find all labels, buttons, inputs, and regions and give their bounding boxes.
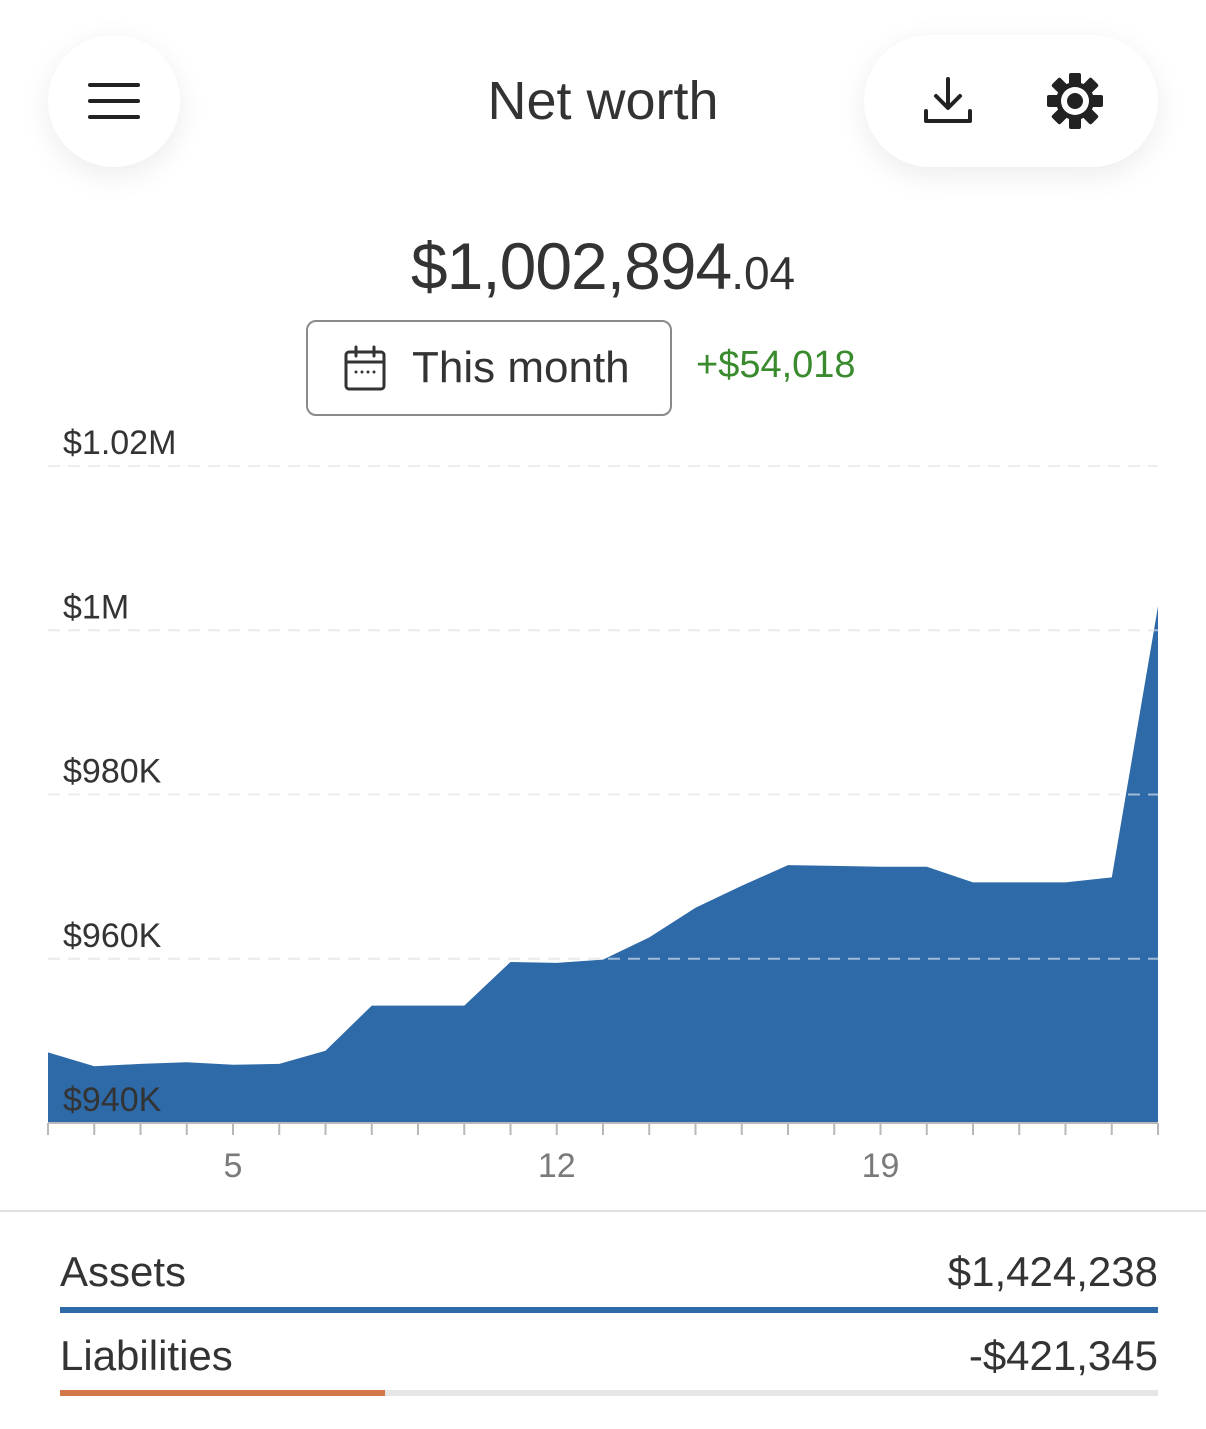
net-worth-area-series bbox=[48, 606, 1158, 1123]
assets-label: Assets bbox=[60, 1248, 187, 1295]
y-tick-label: $940K bbox=[63, 1081, 162, 1119]
header-actions bbox=[864, 35, 1158, 167]
net-worth-amount-main: $1,002,894 bbox=[410, 229, 732, 303]
settings-button[interactable] bbox=[1035, 61, 1115, 141]
download-button[interactable] bbox=[908, 61, 988, 141]
assets-value: $1,424,238 bbox=[947, 1248, 1158, 1295]
y-tick-label: $1M bbox=[63, 588, 129, 626]
y-tick-label: $960K bbox=[63, 917, 162, 955]
liabilities-bar-track bbox=[60, 1390, 1158, 1396]
gear-icon bbox=[1046, 73, 1103, 129]
assets-bar-track bbox=[60, 1307, 1158, 1313]
period-label: This month bbox=[412, 343, 630, 392]
y-tick-label: $1.02M bbox=[63, 424, 176, 462]
x-tick-label: 12 bbox=[538, 1147, 576, 1185]
menu-button[interactable] bbox=[48, 35, 180, 167]
net-worth-amount: $1,002,894.04 bbox=[0, 228, 1206, 304]
net-worth-amount-cents: .04 bbox=[731, 247, 796, 299]
period-change-value: +$54,018 bbox=[696, 344, 856, 386]
period-selector-button[interactable]: This month bbox=[306, 320, 672, 416]
assets-bar-fill bbox=[60, 1307, 1158, 1313]
x-tick-label: 5 bbox=[224, 1147, 243, 1185]
liabilities-label: Liabilities bbox=[60, 1332, 233, 1379]
page-title: Net worth bbox=[487, 71, 719, 131]
liabilities-bar-fill bbox=[60, 1390, 385, 1396]
x-tick-label: 19 bbox=[862, 1147, 900, 1185]
liabilities-value: -$421,345 bbox=[968, 1332, 1158, 1379]
hamburger-menu-icon bbox=[88, 83, 140, 119]
section-divider bbox=[0, 1210, 1206, 1212]
calendar-icon bbox=[344, 345, 386, 391]
net-worth-chart: $940K $960K $980K $1M $1.02M 5 12 19 bbox=[47, 424, 1159, 1185]
download-icon bbox=[923, 77, 972, 123]
y-tick-label: $980K bbox=[63, 753, 162, 791]
